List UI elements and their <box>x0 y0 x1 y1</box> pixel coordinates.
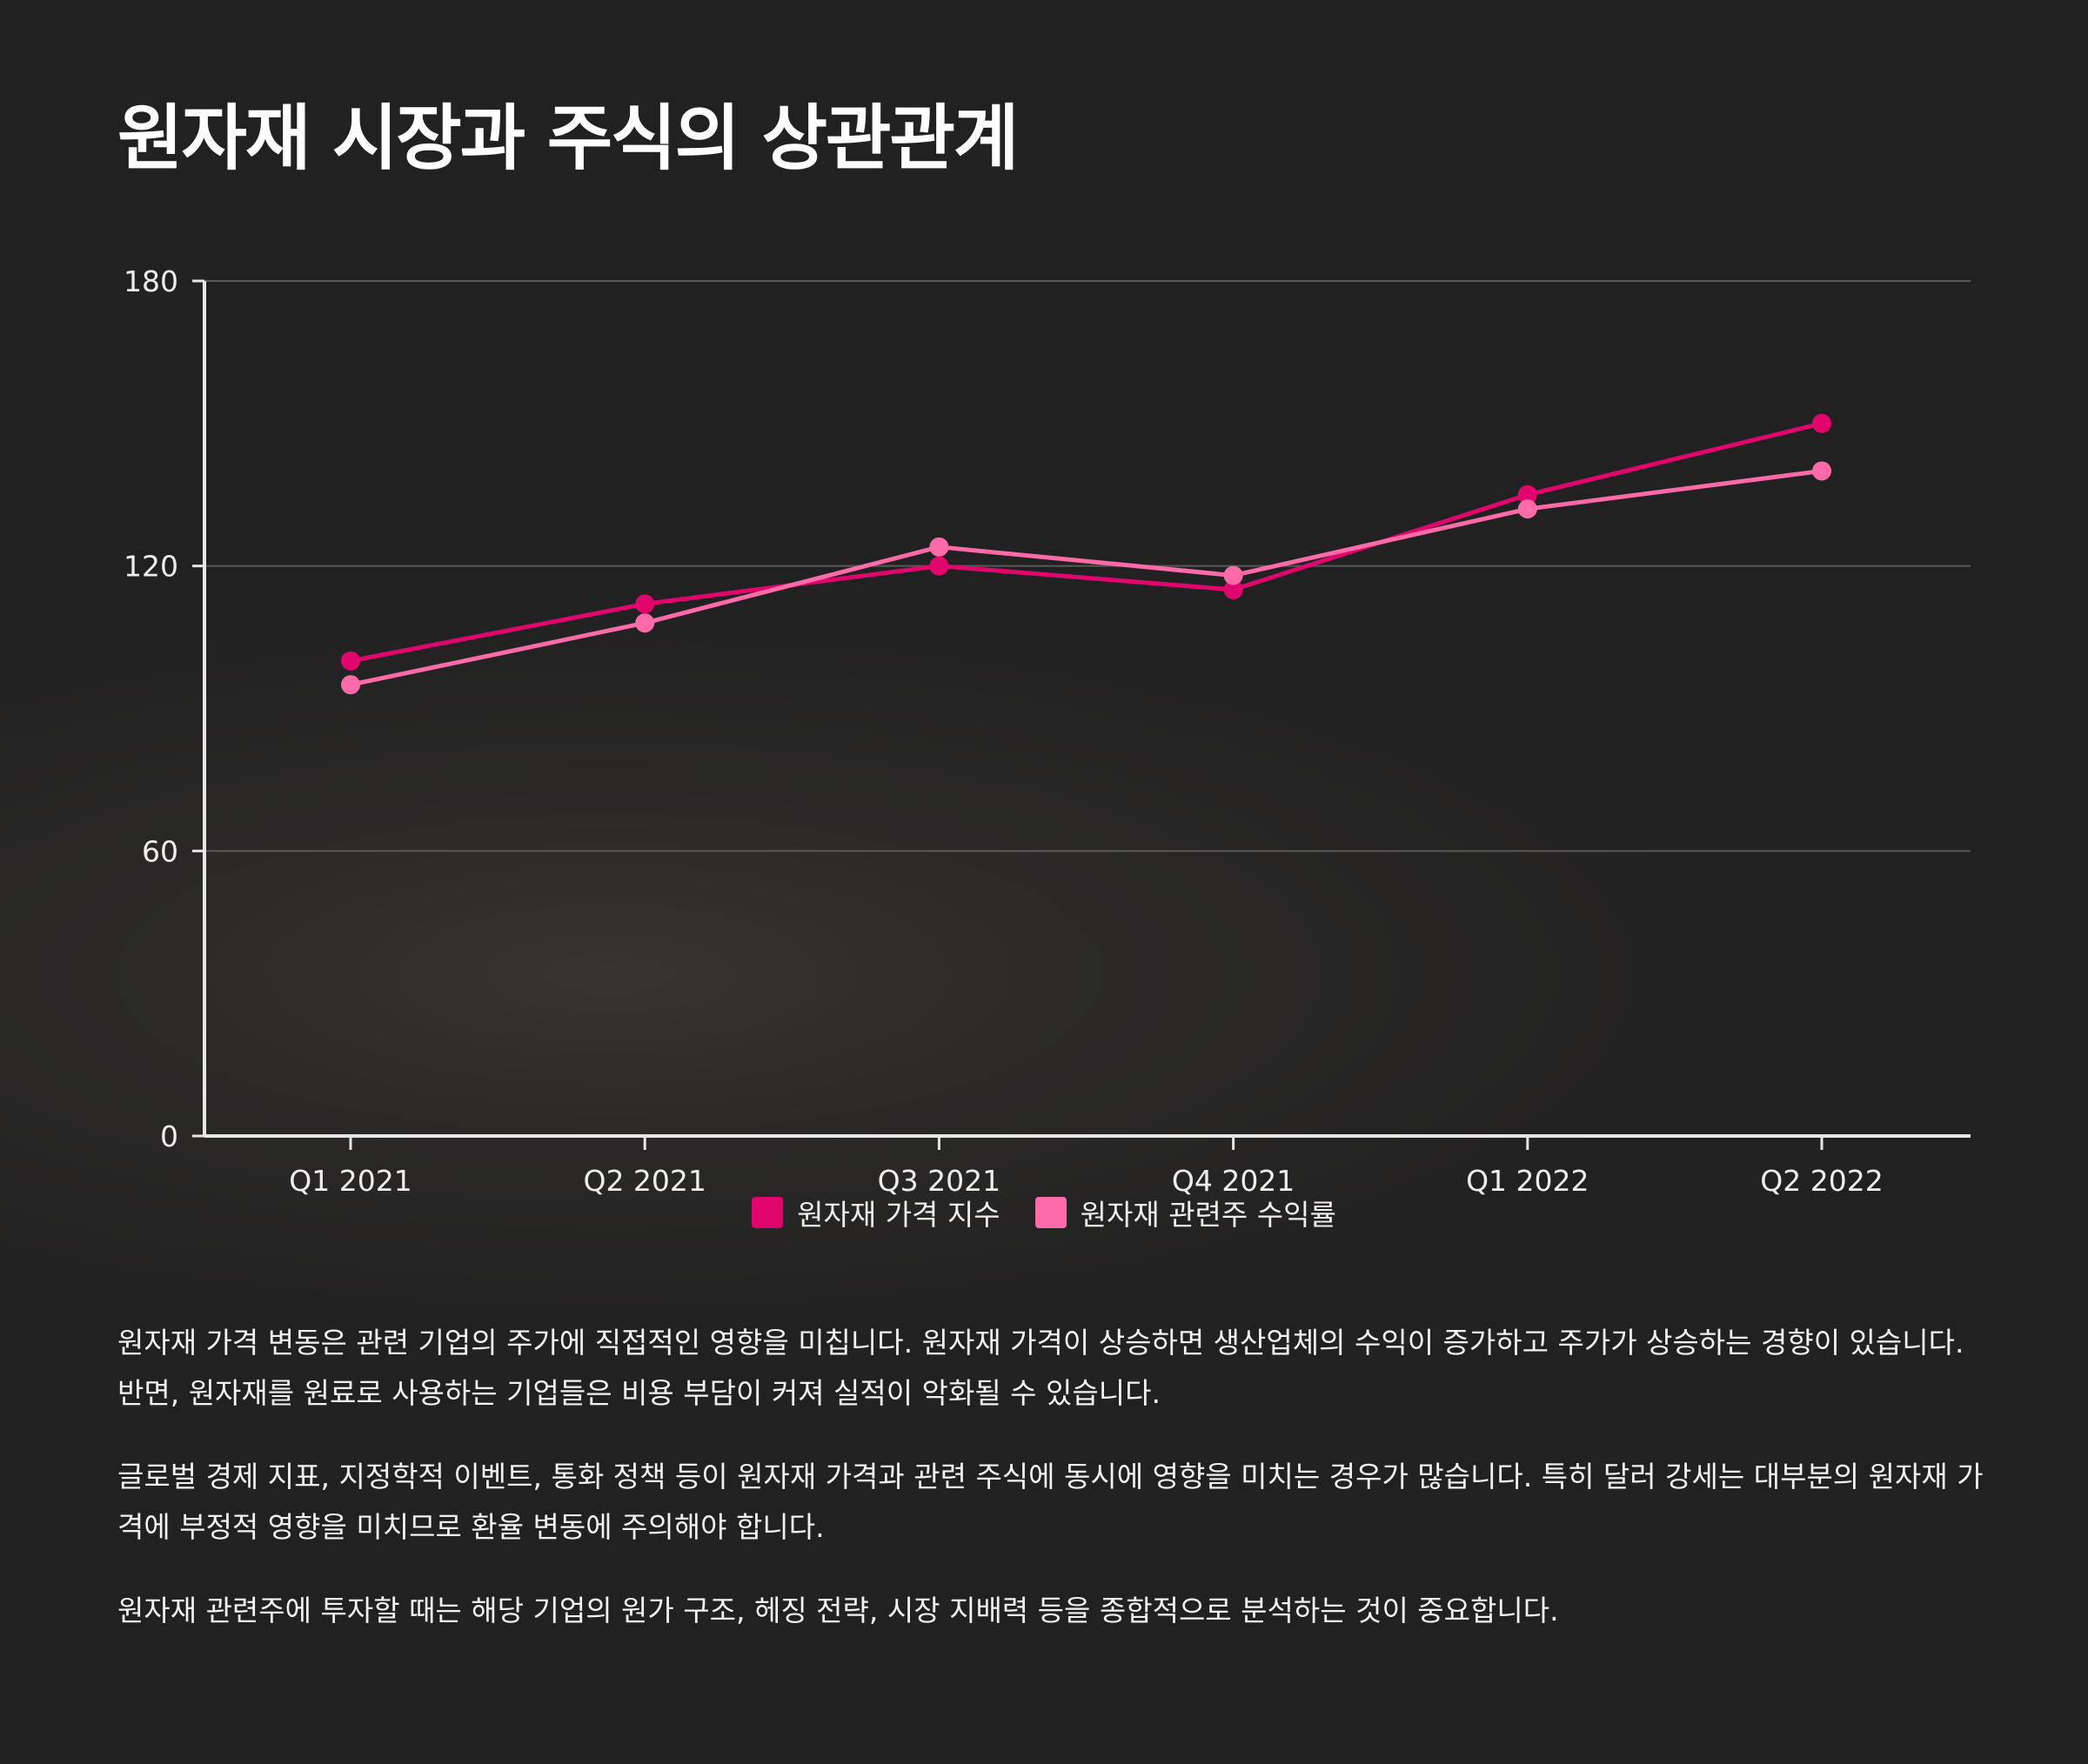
legend-swatch-commodity-index <box>752 1197 784 1228</box>
data-point-series-1 <box>1223 579 1243 599</box>
data-point-series-1 <box>929 556 949 576</box>
data-point-series-1 <box>1812 413 1831 433</box>
legend-label-commodity-index: 원자재 가격 지수 <box>797 1198 1000 1232</box>
page-title: 원자재 시장과 주식의 상관관계 <box>117 97 1019 180</box>
data-point-series-2 <box>635 613 655 633</box>
data-point-series-2 <box>1223 565 1243 585</box>
x-tick-label: Q3 2021 <box>878 1164 1000 1198</box>
paragraph-2: 글로벌 경제 지표, 지정학적 이벤트, 통화 정책 등이 원자재 가격과 관련… <box>117 1460 1984 1544</box>
legend-swatch-related-stocks <box>1034 1197 1067 1228</box>
x-tick-label: Q1 2021 <box>289 1164 412 1198</box>
data-point-series-2 <box>929 537 949 557</box>
description: 원자재 가격 변동은 관련 기업의 주가에 직접적인 영향을 미칩니다. 원자재… <box>117 1318 1988 1669</box>
y-tick-label: 60 <box>142 834 178 868</box>
legend-label-related-stocks: 원자재 관련주 수익률 <box>1080 1198 1336 1232</box>
line-chart: 0 60 120 180 Q1 2021 Q2 2021 Q3 2021 Q4 2021 Q1 … <box>124 264 1971 1198</box>
data-point-series-1 <box>1517 484 1537 504</box>
x-tick-label: Q2 2021 <box>583 1164 706 1198</box>
data-point-series-2 <box>341 675 360 695</box>
paragraph-3: 원자재 관련주에 투자할 때는 해당 기업의 원가 구조, 헤징 전략, 시장 … <box>117 1594 1559 1627</box>
chart-legend: 원자재 가격 지수 원자재 관련주 수익률 <box>0 1192 2088 1233</box>
series-line-1 <box>350 421 1823 664</box>
y-tick-label: 120 <box>124 550 178 584</box>
x-tick-label: Q2 2022 <box>1760 1164 1883 1198</box>
x-tick-label: Q1 2022 <box>1466 1164 1589 1198</box>
data-point-series-1 <box>341 651 360 671</box>
y-tick-label: 0 <box>160 1119 178 1153</box>
legend-item-related-stocks[interactable]: 원자재 관련주 수익률 <box>1034 1192 1336 1233</box>
series-line-2 <box>350 468 1823 687</box>
legend-item-commodity-index[interactable]: 원자재 가격 지수 <box>752 1192 1000 1233</box>
data-point-series-1 <box>635 594 655 614</box>
paragraph-1: 원자재 가격 변동은 관련 기업의 주가에 직접적인 영향을 미칩니다. 원자재… <box>117 1326 1964 1410</box>
x-tick-label: Q4 2021 <box>1172 1164 1295 1198</box>
y-tick-label: 180 <box>124 264 178 298</box>
data-point-series-2 <box>1517 499 1537 519</box>
data-point-series-2 <box>1812 461 1831 481</box>
